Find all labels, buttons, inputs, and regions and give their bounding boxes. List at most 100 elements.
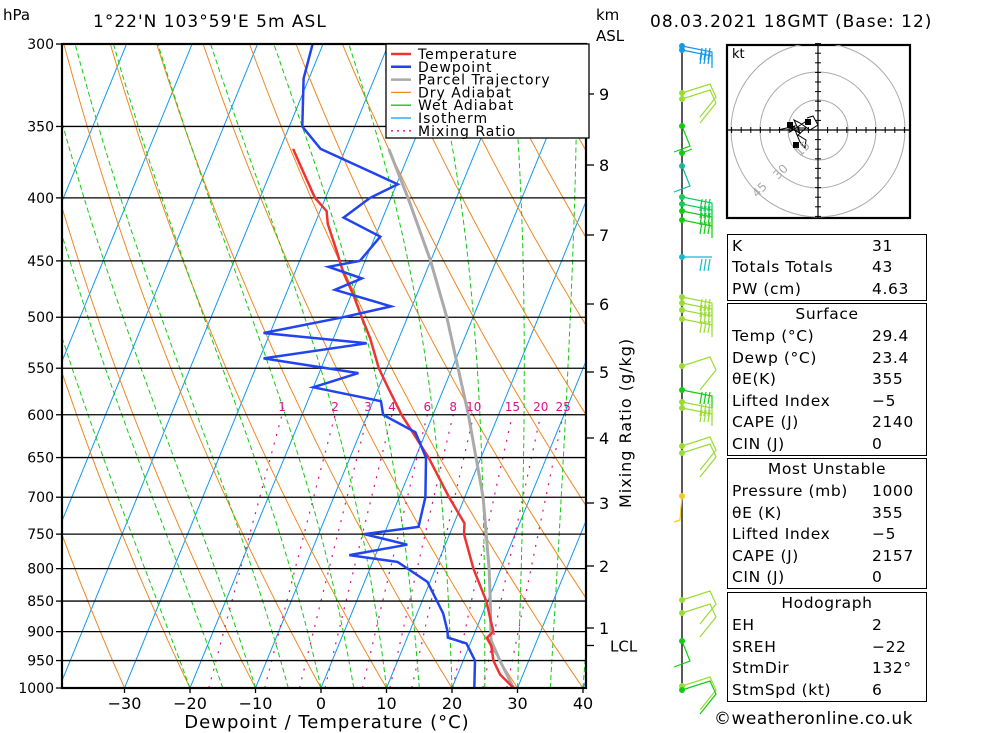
index-value: 31 [872,236,893,255]
wind-barb-flag [699,221,703,235]
index-row: CIN (J) 0 [728,567,926,589]
surface-title: Surface [795,305,859,323]
index-row: Temp (°C) 29.4 [728,326,926,348]
copyright-link[interactable]: ©weatheronline.co.uk [714,709,914,729]
x-axis-title: Dewpoint / Temperature (°C) [184,712,469,733]
index-value: −5 [872,391,897,410]
legend-label: Temperature [417,47,518,63]
wet-adiabat-line [549,44,578,688]
mixing-ratio-line [361,414,428,688]
dry-adiabat-line [62,533,125,688]
km-label: km [596,6,620,24]
mixing-ratio-label: 25 [556,400,571,414]
asl-label: ASL [596,27,625,45]
wind-barb [681,407,713,426]
index-row: θE (K) 355 [728,502,926,524]
wind-barb-flag [707,311,711,325]
axes: −30 −20 −10 0 10 20 30 40 Dewpoint / Temperature… [60,42,638,733]
isotherm-line [62,44,128,203]
pressure-unit-label: hPa [3,6,31,24]
mixing-ratio-line [482,414,542,688]
wind-barb-flag [699,205,703,219]
index-value: −5 [872,525,897,544]
index-value: 2157 [872,546,914,565]
wind-barb-flag [699,320,703,334]
wind-barb [681,318,713,337]
wet-adiabat-line [157,44,355,688]
hodograph-marker [793,142,799,148]
pressure-tick-label: 850 [27,594,54,610]
dry-adiabat-line [341,44,586,507]
wind-barb [673,165,691,193]
index-label: CIN (J) [732,568,785,587]
pressure-tick-label: 350 [27,119,54,135]
datetime-title: 08.03.2021 18GMT (Base: 12) [650,12,933,32]
mixing-ratio-label: 20 [533,400,548,414]
km-tick-label: 8 [599,156,609,175]
index-value: 29.4 [872,327,909,346]
mixing-ratio-label: 2 [331,400,339,414]
isotherm-line [385,200,586,688]
wind-barb [681,436,717,471]
hodograph-trace [777,115,819,150]
wind-barb-flag [707,212,711,226]
index-label: SREH [732,637,777,656]
index-label: Lifted Index [732,525,831,544]
wind-barb [681,49,713,68]
wind-barb-flag [707,320,711,334]
wind-barb-flag [703,391,707,405]
dewpoint-line [263,44,477,688]
index-row: Pressure (mb) 1000 [728,481,926,503]
isotherm-line [62,44,193,363]
dry-adiabat-line [156,44,453,688]
mixing-ratio-line [506,414,564,688]
x-tick-label: 40 [573,694,593,713]
wind-barb-flag [699,198,703,212]
mixing-ratio-label: 15 [505,400,520,414]
dry-adiabat-line [109,44,387,688]
wind-barb-flag [703,298,707,312]
pressure-tick-label: 700 [27,490,54,506]
wind-barb [681,203,713,222]
wind-barb-flag [699,51,703,65]
pressure-tick-label: 1000 [18,681,54,697]
pressure-tick-label: 450 [27,254,54,270]
wind-barb-flag [699,403,703,417]
dry-adiabat-line [388,44,586,416]
wind-barb [673,495,683,523]
wind-barb [681,89,717,124]
index-row: CAPE (J) 2140 [728,412,926,434]
index-row: CAPE (J) 2157 [728,545,926,567]
pressure-tick-label: 650 [27,451,54,467]
index-row: Lifted Index −5 [728,390,926,412]
index-value: 2 [872,616,883,635]
index-label: CAPE (J) [732,546,799,565]
mixing-ratio-line [411,414,475,688]
temperature-line [291,148,515,688]
parcel-trajectory-line [387,148,515,688]
km-tick-label: 6 [599,295,609,314]
lcl-label: LCL [610,637,638,655]
wind-barb-flag [699,391,703,405]
hodograph-marker [787,122,793,128]
index-value: 23.4 [872,348,909,367]
legend-label: Parcel Trajectory [418,73,551,89]
km-tick-label: 1 [599,619,609,638]
isotherm-line [62,44,324,683]
isotherm-line [62,44,259,523]
mixing-ratio-label: 3 [364,400,372,414]
hodograph-marker [805,119,811,125]
index-label: θE(K) [732,370,777,389]
x-tick-label: −20 [173,694,207,713]
wind-barb [681,680,717,715]
index-row: Lifted Index −5 [728,524,926,546]
wind-barb-flag [707,403,711,417]
index-value: −22 [872,637,907,656]
wind-barb-flag [699,311,703,325]
most-unstable-title: Most Unstable [767,460,887,478]
wind-barb [681,443,717,478]
index-label: Lifted Index [732,391,831,410]
wind-barb-flag [699,298,703,312]
wind-barb [681,148,693,154]
